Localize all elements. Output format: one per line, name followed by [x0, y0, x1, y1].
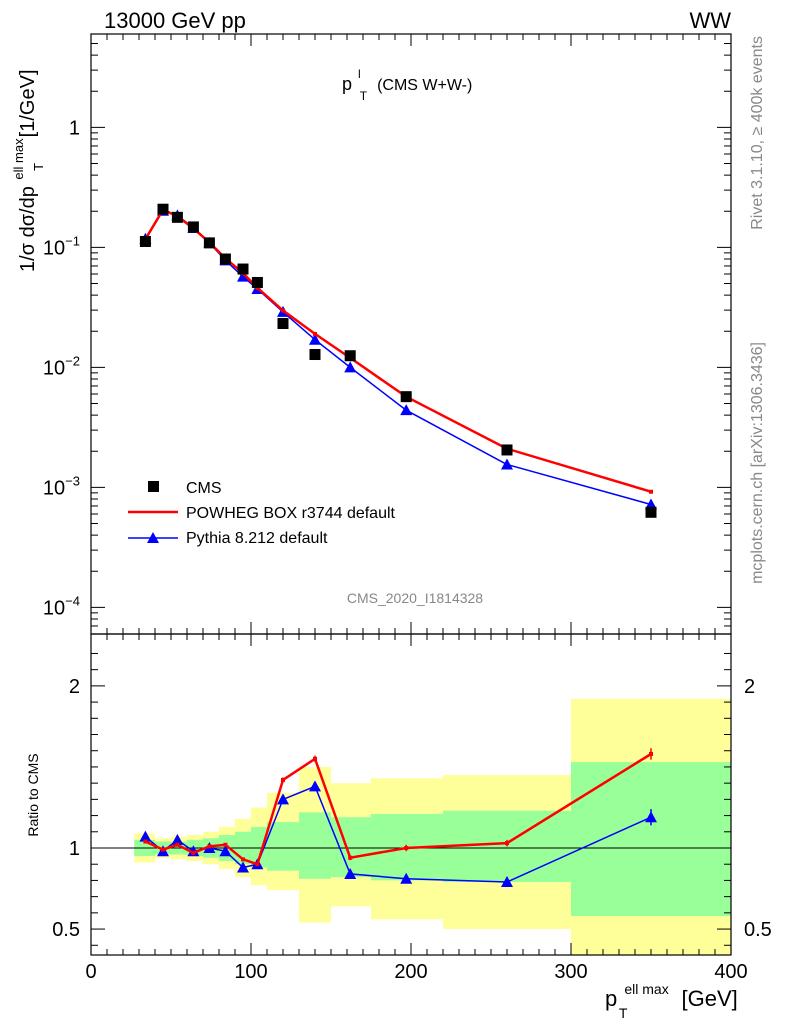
cms-point — [251, 276, 263, 288]
ratio-bands — [134, 698, 731, 955]
powheg-point — [313, 331, 317, 336]
ratio-powheg-point — [313, 756, 317, 761]
ratio-x-tick-label: 400 — [714, 961, 747, 983]
ratio-x-tick-label: 100 — [234, 961, 267, 983]
ratio-pythia-point — [139, 830, 152, 842]
pythia-point — [309, 333, 321, 345]
mcplots-label: mcplots.cern.ch [arXiv:1306.3436] — [749, 342, 766, 584]
ratio-x-tick-label: 300 — [554, 961, 587, 983]
ratio-y-tick-label: 0.5 — [744, 919, 772, 941]
main-y-tick-label: 10−1 — [43, 233, 80, 259]
ratio-pythia-point — [501, 876, 513, 888]
cms-point — [203, 237, 215, 249]
legend-marker-pythia — [147, 532, 159, 543]
pythia-point — [645, 498, 657, 510]
cms-point — [309, 349, 321, 361]
main-title: p l T (CMS W+W-) — [342, 62, 472, 104]
ratio-powheg-point — [649, 751, 653, 756]
ratio-powheg-point — [143, 839, 148, 844]
band-inner — [251, 826, 267, 868]
ratio-y-tick-label: 1 — [69, 838, 80, 860]
main-y-tick-label: 10−3 — [43, 473, 80, 499]
main-y-tick-label: 10−4 — [43, 593, 80, 619]
ratio-powheg-point — [207, 844, 212, 849]
pythia-point — [501, 458, 513, 470]
ratio-powheg-point — [223, 842, 228, 847]
ratio-powheg-point — [191, 850, 196, 855]
band-inner — [331, 817, 371, 878]
beam-label: 13000 GeV pp — [104, 8, 246, 33]
cms-point — [344, 350, 356, 362]
ratio-powheg-point — [175, 842, 180, 847]
legend-label-pythia: Pythia 8.212 default — [186, 530, 328, 547]
ratio-pythia-point — [171, 833, 184, 845]
ratio-y-tick-label: 0.5 — [52, 919, 80, 941]
ratio-powheg-line — [144, 752, 652, 866]
powheg-line — [144, 208, 652, 493]
ratio-powheg-point — [281, 777, 285, 782]
band-inner — [299, 812, 331, 879]
ratio-ylabel: Ratio to CMS — [25, 753, 41, 836]
legend: CMS POWHEG BOX r3744 default Pythia 8.21… — [128, 480, 396, 547]
ratio-panel: 0 100 200 300 400 0.5 1 2 0.5 2 Ratio to CMS p el… — [25, 633, 772, 1023]
ratio-powheg-point — [404, 846, 409, 850]
ratio-powheg-point — [505, 841, 509, 846]
ratio-pythia-point — [219, 845, 232, 857]
ratio-pythia-point — [344, 867, 357, 879]
ratio-pythia-point — [237, 861, 249, 873]
cms-point — [501, 444, 513, 456]
main-ticks: 1 10−1 10−2 10−3 10−4 — [43, 33, 732, 635]
ratio-series — [139, 748, 657, 888]
main-y-tick-label: 1 — [69, 117, 80, 139]
pythia-point — [344, 361, 357, 373]
main-panel: 1 10−1 10−2 10−3 10−4 CMS_2020_I1814328 p l … — [6, 33, 732, 635]
legend-label-powheg: POWHEG BOX r3744 default — [186, 505, 396, 522]
powheg-point — [649, 489, 653, 494]
cms-point — [139, 235, 151, 247]
ratio-powheg-point — [241, 857, 245, 862]
cms-point — [157, 203, 169, 215]
cms-point — [237, 263, 249, 275]
ratio-ticks: 0 100 200 300 400 0.5 1 2 0.5 2 — [52, 634, 772, 983]
band-inner — [267, 822, 299, 871]
ratio-powheg-point — [255, 862, 260, 867]
rivet-label: Rivet 3.1.10, ≥ 400k events — [749, 36, 766, 230]
main-ylabel: 1/σ dσ/dp ell max T [1/GeV] — [6, 70, 48, 273]
ratio-y-tick-label: 2 — [69, 676, 80, 698]
ratio-powheg-point — [348, 855, 353, 860]
cms-point — [277, 318, 289, 330]
ratio-pythia-point — [645, 811, 657, 823]
ratio-x-tick-label: 0 — [85, 961, 96, 983]
cms-point — [400, 391, 412, 403]
ratio-xlabel: p ell max T [GeV] — [605, 974, 738, 1023]
legend-label-cms: CMS — [186, 480, 222, 497]
legend-marker-cms — [148, 481, 159, 492]
ratio-pythia-point — [309, 780, 321, 792]
ratio-frame — [90, 633, 732, 956]
main-y-tick-label: 10−2 — [43, 353, 80, 379]
main-watermark: CMS_2020_I1814328 — [347, 590, 483, 606]
cms-point — [187, 221, 199, 233]
cms-point — [219, 253, 231, 265]
ratio-powheg-point — [161, 847, 165, 852]
powheg-point — [281, 308, 285, 313]
ratio-pythia-point — [187, 845, 200, 857]
ratio-y-tick-label: 2 — [744, 676, 755, 698]
ratio-x-tick-label: 200 — [394, 961, 427, 983]
ratio-pythia-point — [277, 793, 289, 805]
cms-point — [645, 506, 657, 518]
process-label: WW — [689, 8, 731, 33]
ratio-pythia-point — [400, 872, 413, 884]
cms-point — [171, 211, 183, 223]
main-series — [139, 203, 657, 518]
pythia-point — [237, 270, 249, 282]
band-inner — [571, 762, 731, 917]
pythia-point — [400, 404, 413, 416]
